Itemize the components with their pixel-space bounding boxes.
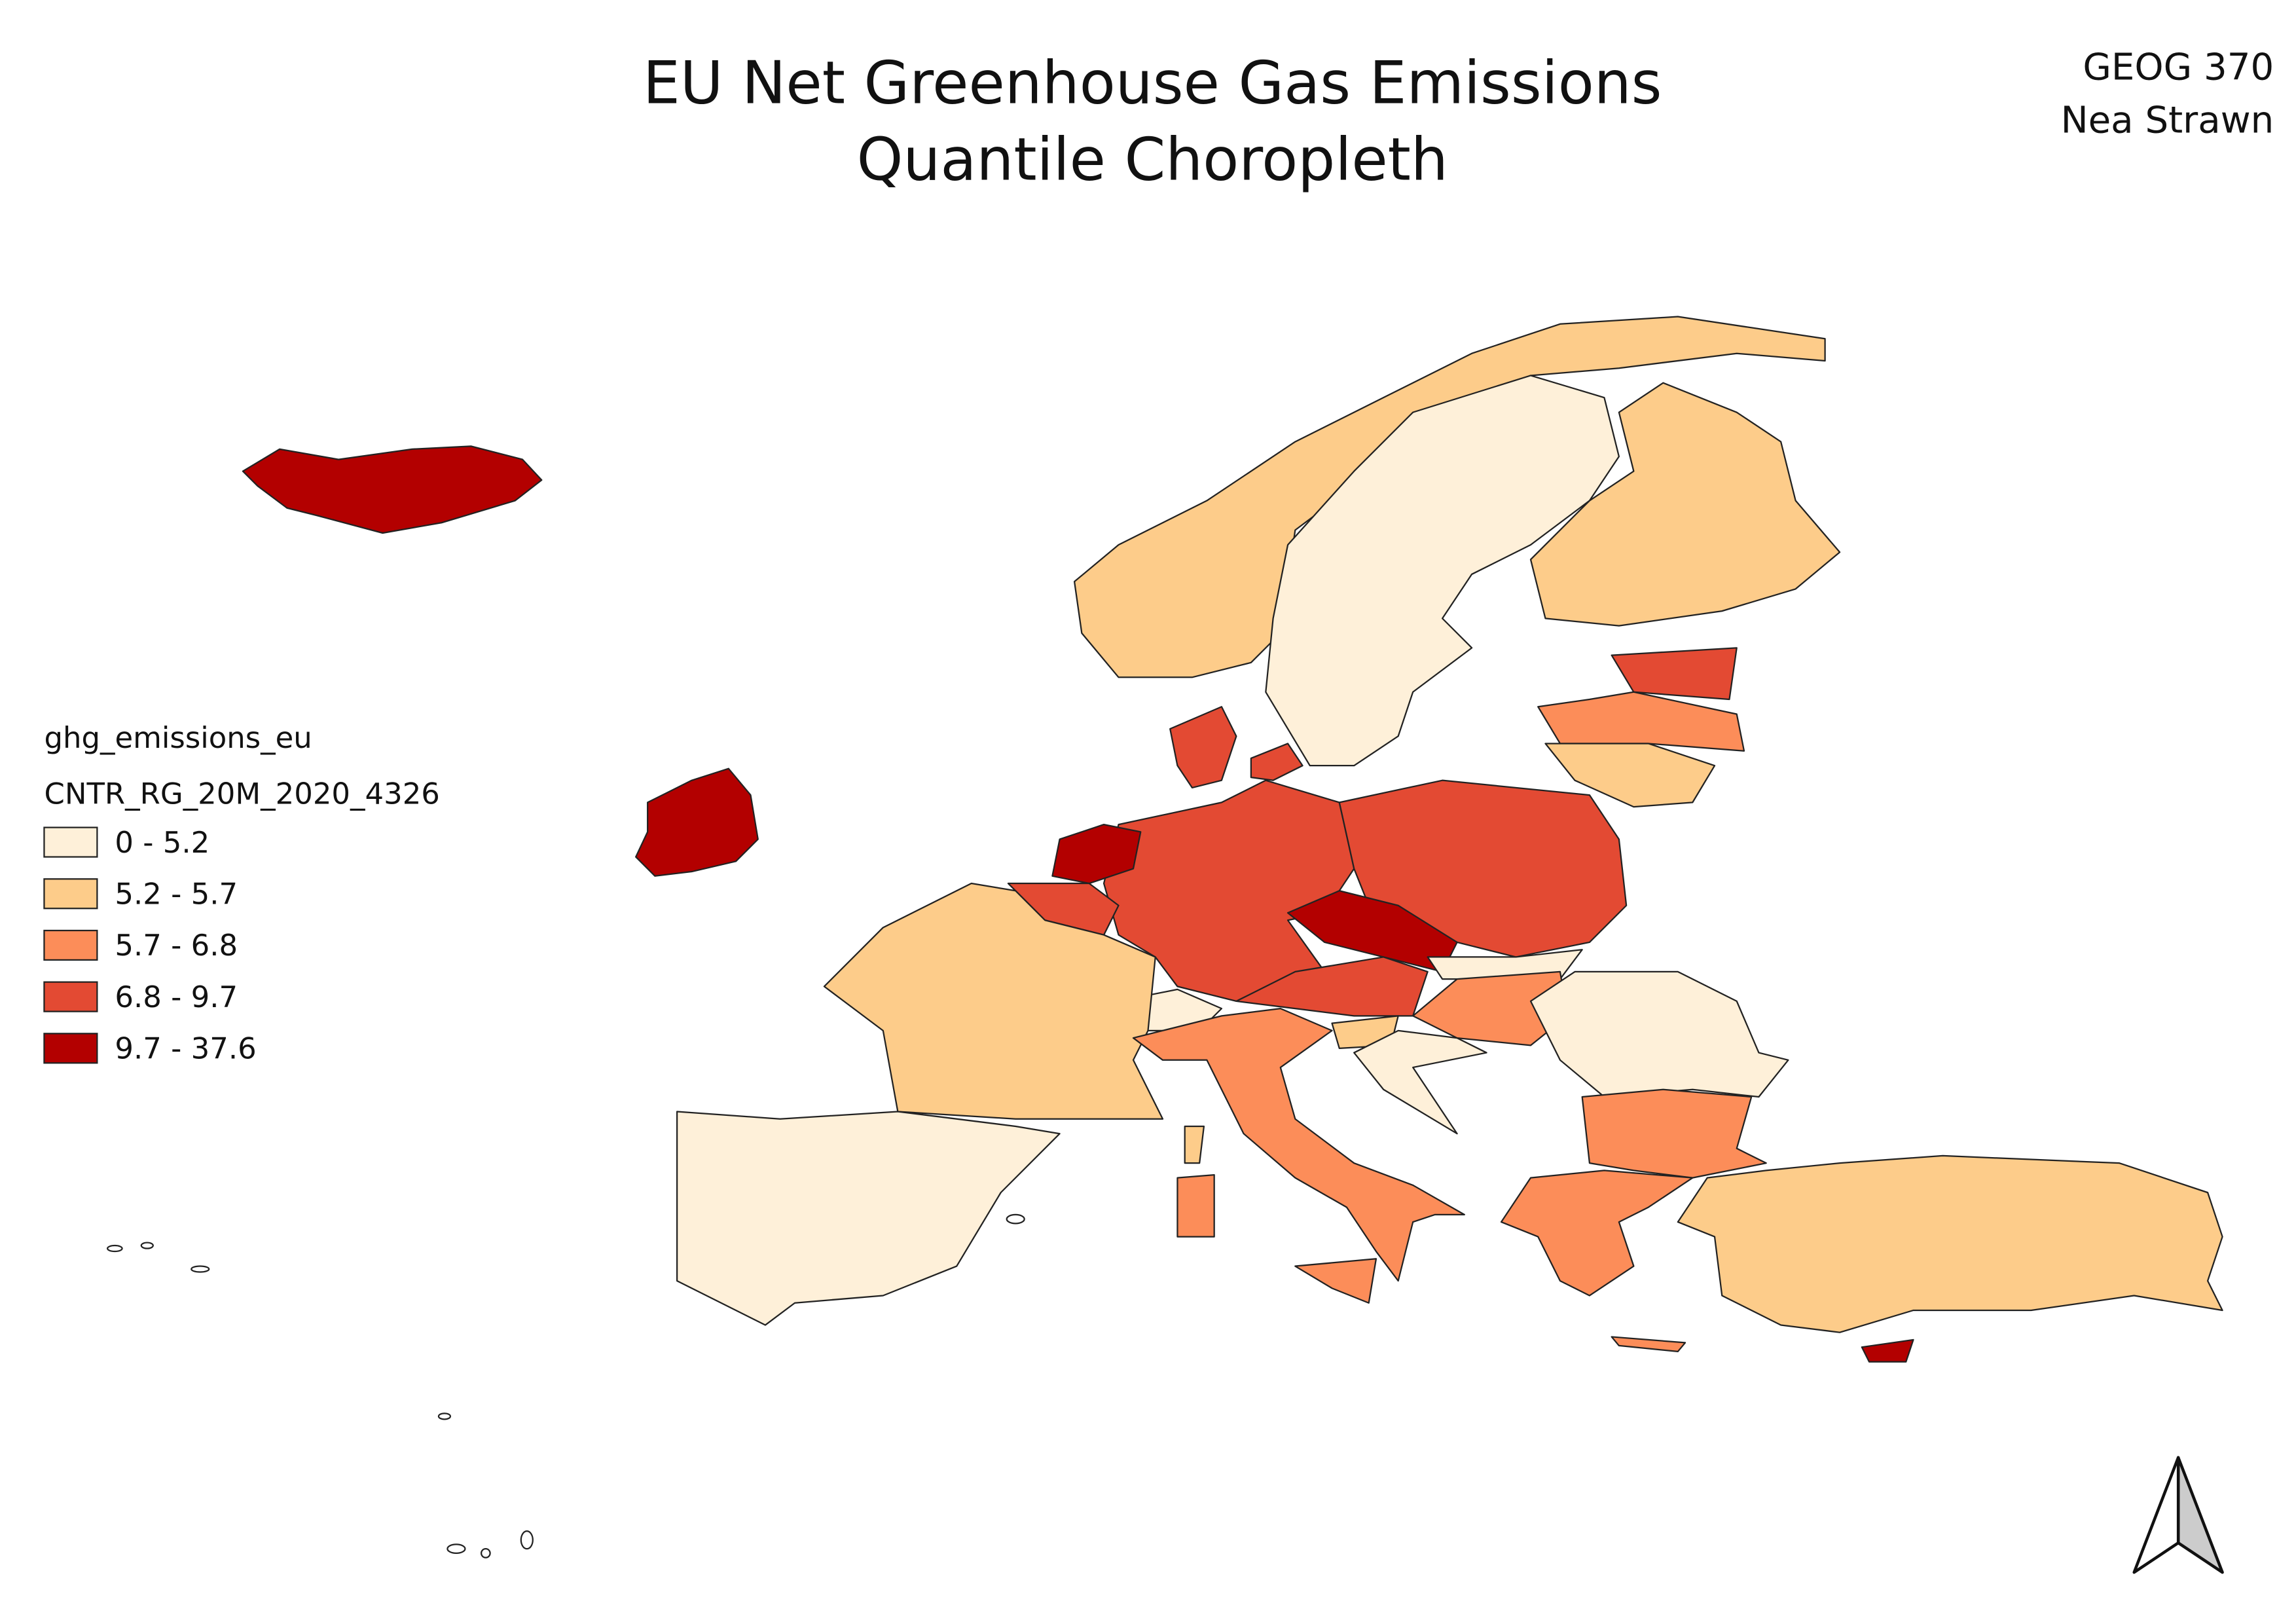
legend-layer: CNTR_RG_20M_2020_4326 xyxy=(44,777,439,811)
turkey xyxy=(1677,1154,2223,1333)
legend-swatch xyxy=(43,929,98,961)
denmark xyxy=(1169,706,1237,789)
romania xyxy=(1529,970,1789,1098)
legend: 0 - 5.2 5.2 - 5.7 5.7 - 6.8 6.8 - 9.7 9.7 - … xyxy=(43,825,257,1066)
sicily xyxy=(1294,1258,1377,1304)
netherlands xyxy=(1051,823,1142,885)
france xyxy=(823,882,1164,1120)
title: EU Net Greenhouse Gas Emissions xyxy=(643,50,1662,118)
legend-label: 5.2 - 5.7 xyxy=(115,877,238,912)
legend-swatch xyxy=(43,981,98,1012)
ireland xyxy=(635,767,759,877)
north-arrow xyxy=(2132,1456,2224,1574)
norway xyxy=(1073,316,1826,678)
austria xyxy=(1235,956,1429,1017)
legend-label: 0 - 5.2 xyxy=(115,825,210,860)
croatia xyxy=(1353,1029,1487,1135)
iberia xyxy=(676,1111,1061,1326)
legend-label: 5.7 - 6.8 xyxy=(115,928,238,963)
legend-group: ghg_emissions_eu xyxy=(44,720,312,755)
cyprus xyxy=(1861,1338,1914,1363)
crete xyxy=(1611,1336,1686,1353)
estonia xyxy=(1611,647,1738,701)
lithuania xyxy=(1544,743,1716,808)
sweden xyxy=(1265,375,1620,767)
subtitle: Quantile Choropleth xyxy=(857,126,1448,194)
countries xyxy=(242,316,2223,1363)
legend-swatch xyxy=(43,878,98,910)
legend-label: 9.7 - 37.6 xyxy=(115,1031,256,1066)
bulgaria xyxy=(1581,1088,1767,1179)
italy xyxy=(1132,1007,1465,1282)
finland xyxy=(1529,382,1841,627)
corsica xyxy=(1184,1125,1205,1164)
iceland xyxy=(242,445,543,534)
course: GEOG 370 xyxy=(2083,46,2274,89)
legend-swatch xyxy=(43,1033,98,1064)
small-islands xyxy=(106,1213,1025,1559)
legend-swatch xyxy=(43,826,98,858)
denmark-islands xyxy=(1250,743,1303,781)
greece xyxy=(1500,1170,1694,1297)
sardinia xyxy=(1176,1174,1215,1238)
author: Nea Strawn xyxy=(2061,100,2274,142)
legend-label: 6.8 - 9.7 xyxy=(115,980,238,1014)
